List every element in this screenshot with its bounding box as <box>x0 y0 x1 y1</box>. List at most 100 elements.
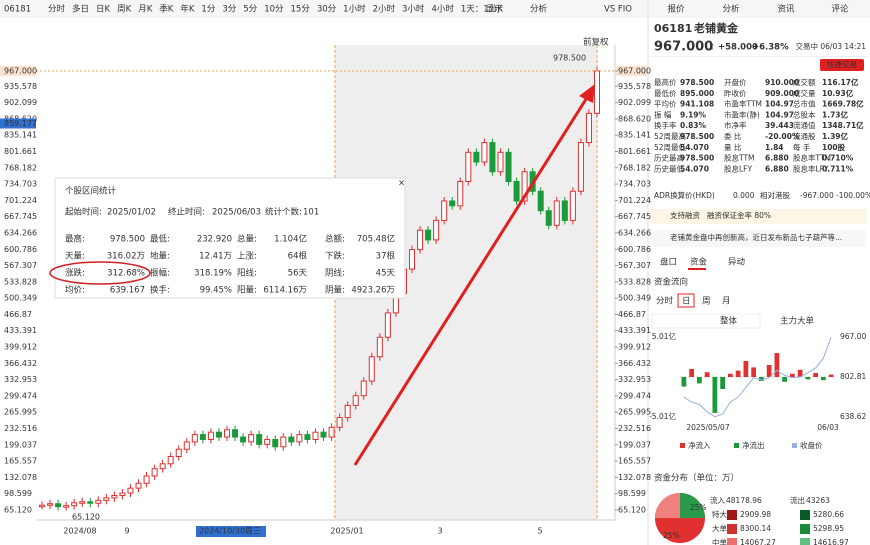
label: 967.00 <box>840 332 866 341</box>
candle <box>344 404 351 419</box>
period-tab[interactable]: 2小时 <box>373 4 396 15</box>
label: 资金流向 <box>654 277 688 288</box>
label: 232.516 <box>618 424 651 433</box>
candle <box>47 503 54 506</box>
period-tab[interactable]: 年K <box>180 4 195 15</box>
flow-bar <box>805 377 811 380</box>
label: 市盈率(静) <box>724 109 760 119</box>
period-tab[interactable]: 日K <box>96 5 111 15</box>
label: 399.912 <box>4 343 37 352</box>
candle <box>71 502 78 507</box>
label: 895.000 <box>680 89 714 98</box>
tab[interactable]: 盘口 <box>660 257 677 268</box>
label: 802.81 <box>840 372 866 381</box>
period-tab[interactable]: 1分 <box>201 5 215 15</box>
period-active[interactable] <box>677 293 695 308</box>
candle <box>425 229 432 241</box>
label: 801.661 <box>4 147 37 156</box>
label: 委 比 <box>724 131 742 141</box>
label: 老铺黄金 <box>693 21 739 35</box>
label: 768.182 <box>4 163 37 172</box>
label: 阳线: <box>237 268 257 279</box>
label: 开盘价 <box>724 77 747 87</box>
flow-bar <box>797 369 803 377</box>
legend-key <box>680 443 685 448</box>
period-tab[interactable]: 10分 <box>264 5 284 15</box>
label: 1348.71亿 <box>822 120 864 130</box>
label: 199.037 <box>4 440 37 449</box>
period-tab[interactable]: 1小时 <box>343 4 366 15</box>
label: 967.000 <box>4 67 37 76</box>
label: 流出 <box>790 495 805 505</box>
label[interactable]: 日 <box>682 297 691 307</box>
period-tab[interactable]: 分时 <box>48 4 66 15</box>
flow-bar <box>790 373 795 377</box>
label: 634.266 <box>618 228 651 237</box>
candle <box>256 434 263 445</box>
tab[interactable]: 异动 <box>728 257 746 268</box>
candle <box>87 501 94 504</box>
candle <box>296 434 303 443</box>
tab[interactable]: 资金 <box>690 257 708 268</box>
label: 最高: <box>65 234 85 245</box>
period-tab[interactable]: 30分 <box>317 5 337 15</box>
candle <box>119 492 126 496</box>
period-tab[interactable]: 季K <box>159 4 174 15</box>
label: 流通股 <box>793 131 816 141</box>
candle <box>111 494 118 499</box>
label: 5280.66 <box>813 510 844 519</box>
out-box <box>800 510 810 520</box>
label: 下跌: <box>325 251 345 262</box>
label: -5.01亿 <box>649 411 676 421</box>
view-active[interactable] <box>651 313 761 329</box>
label: 总额: <box>325 234 345 245</box>
candle <box>481 142 488 163</box>
panel-tab[interactable]: 资讯 <box>777 4 795 15</box>
label: 104.97 <box>765 100 794 109</box>
period-tab[interactable]: 多日 <box>72 4 89 15</box>
close[interactable]: × <box>398 179 405 189</box>
out-box <box>800 538 810 545</box>
period-tab[interactable]: 周K <box>117 5 132 15</box>
label: 54.070 <box>680 164 709 173</box>
label: 65.120 <box>4 506 32 515</box>
period-tab[interactable]: 3分 <box>222 5 236 15</box>
period-tab[interactable]: 15分 <box>291 5 311 15</box>
period-tab[interactable]: 5分 <box>243 5 257 15</box>
label: 股息TTM <box>724 153 755 163</box>
period-tab[interactable]: 月K <box>138 5 153 15</box>
candle <box>441 200 448 221</box>
label: 25% <box>663 531 680 540</box>
label: 阳量: <box>237 286 257 296</box>
candle <box>449 200 456 207</box>
candle <box>585 112 592 144</box>
period-tab[interactable]: 1天：1分K <box>461 5 503 15</box>
quick-btn[interactable] <box>820 59 864 71</box>
flow-bar <box>681 377 687 387</box>
candle <box>328 426 335 438</box>
label: 835.141 <box>4 131 37 140</box>
label: 8300.14 <box>740 524 771 533</box>
label[interactable]: 分析 <box>530 4 548 15</box>
tab-underline <box>688 268 706 270</box>
panel-tab[interactable]: 报价 <box>667 4 685 15</box>
label: 98.599 <box>618 489 646 498</box>
label[interactable]: 周 <box>702 297 711 307</box>
label[interactable]: 显示 <box>486 5 503 15</box>
label: 净流入 <box>688 440 711 450</box>
label[interactable]: 分时 <box>656 296 674 307</box>
panel-tab[interactable]: 分析 <box>722 4 740 15</box>
candle <box>336 417 343 428</box>
label: 466.87 <box>618 310 646 319</box>
label: +6.38% <box>752 43 789 53</box>
candle <box>465 151 472 182</box>
label: 阴量: <box>325 286 345 296</box>
label: 6114.16万 <box>263 286 307 296</box>
panel-tab[interactable]: 评论 <box>831 4 849 15</box>
label[interactable]: 月 <box>722 297 731 307</box>
label: 902.099 <box>618 98 651 107</box>
label: 0.83% <box>680 121 707 130</box>
period-tab[interactable]: 4小时 <box>431 4 454 15</box>
label: 39.443 <box>765 121 794 130</box>
period-tab[interactable]: 3小时 <box>402 4 425 15</box>
